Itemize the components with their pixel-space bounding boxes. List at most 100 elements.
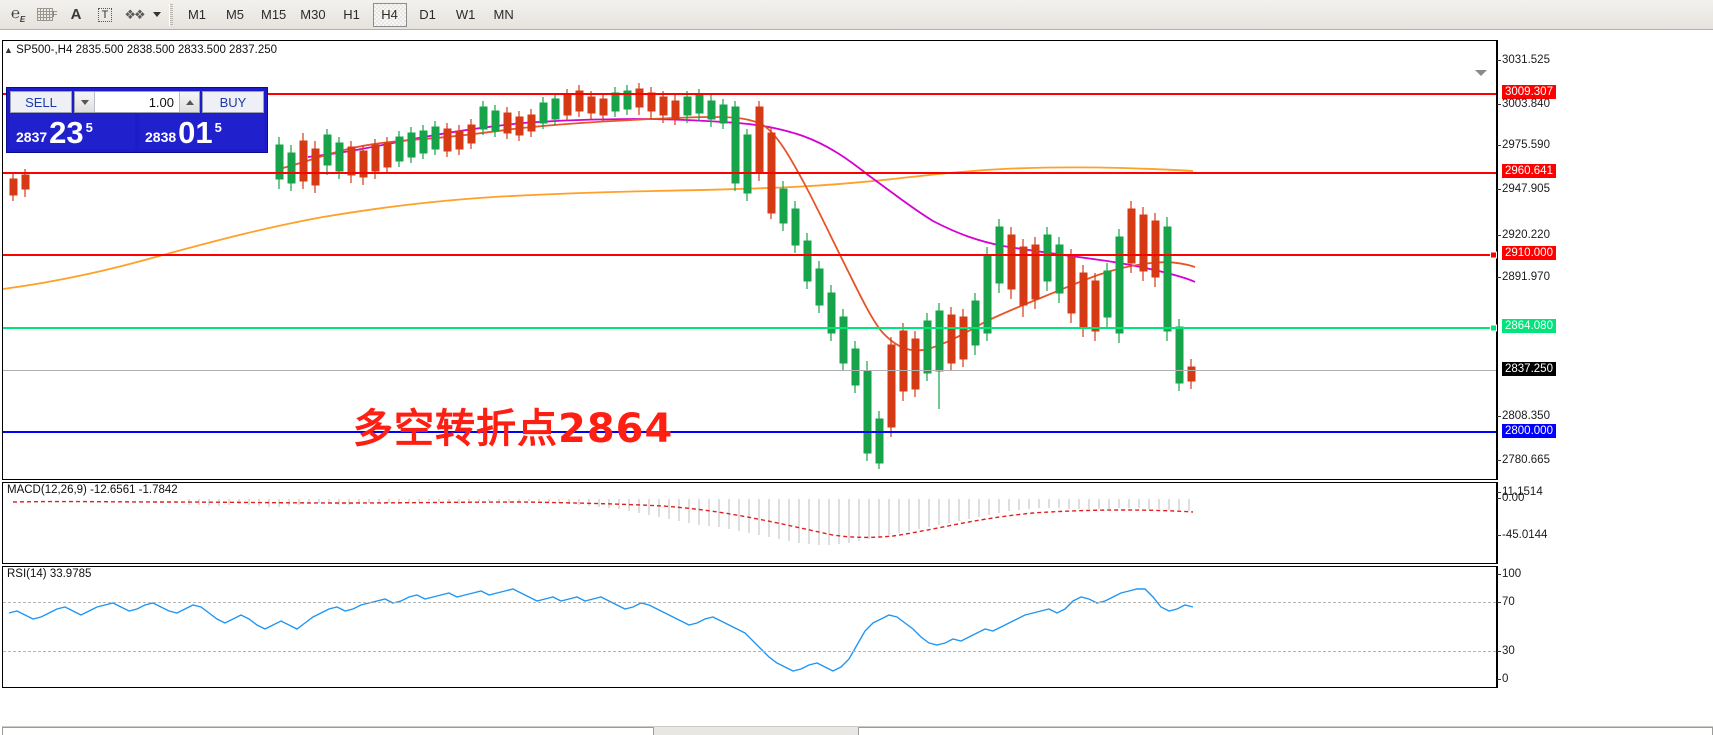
price-tick: 2947.905 [1497,183,1550,195]
price-level-badge[interactable]: 2910.000 [1502,246,1556,260]
scrollbar-thumb-left[interactable] [2,727,654,735]
ask-quote[interactable]: 2838 01 5 [139,114,264,149]
crosshair-glyph: ℮E [10,5,26,24]
rsi-scale: 100 70 30 0 [1496,566,1713,688]
level-line-2864[interactable] [3,324,1497,332]
chart-annotation-text[interactable]: 多空转折点2864 [353,406,674,452]
macd-scale: 11.1514 0.00 -45.0144 [1496,482,1713,564]
text-icon[interactable]: A [62,2,90,28]
timeframe-m5[interactable]: M5 [218,3,252,27]
ask-price-big: 01 [178,115,213,150]
level-line-2910[interactable] [3,251,1497,259]
price-tick: 2975.590 [1497,139,1550,151]
macd-label: MACD(12,26,9) -12.6561 -1.7842 [7,484,178,496]
toolbar-separator [169,3,173,26]
text-box-icon[interactable]: T [91,2,119,28]
candlestick-series [3,83,1196,469]
timeframe-m30[interactable]: M30 [295,3,330,27]
sell-button-label: SELL [25,94,57,110]
price-tick: 3031.525 [1497,54,1550,66]
chart-area[interactable]: ▲ SP500-,H4 2835.500 2838.500 2833.500 2… [0,30,1713,735]
ask-price-integer: 2838 [145,129,177,145]
symbol-ohlc-text: SP500-,H4 2835.500 2838.500 2833.500 283… [16,44,278,56]
rsi-tick: 30 [1497,645,1515,657]
horizontal-scrollbar[interactable] [2,726,1713,735]
sell-button[interactable]: SELL [10,91,72,113]
symbol-header: ▲ SP500-,H4 2835.500 2838.500 2833.500 2… [4,44,277,56]
level-line-2800[interactable] [3,431,1496,433]
timeframe-label: W1 [455,7,476,22]
buy-button[interactable]: BUY [202,91,264,113]
volume-increment-button[interactable] [179,92,199,112]
shapes-glyph: ❖❖ [124,6,145,22]
price-scale[interactable]: 3031.525 3009.307 3003.840 2975.590 2960… [1497,40,1713,480]
price-tick: 2808.350 [1497,410,1550,422]
bid-price-integer: 2837 [16,129,48,145]
volume-input[interactable]: 1.00 [95,92,179,112]
rsi-tick: 0 [1496,673,1509,685]
chart-toolbar: ℮E F A T ❖❖ M1 M5 M15 M30 H1 H4 D1 W1 MN [0,0,1713,30]
timeframe-h1[interactable]: H1 [335,3,369,27]
chevron-down-icon [153,12,161,17]
level-line-2960[interactable] [3,172,1496,174]
shapes-icon[interactable]: ❖❖ [120,2,148,28]
macd-tick: 0.00 [1496,492,1525,504]
pane-collapse-icon[interactable] [1475,70,1487,76]
timeframe-m15[interactable]: M15 [256,3,291,27]
volume-value: 1.00 [148,94,174,110]
macd-histogram [188,499,1190,545]
crosshair-icon[interactable]: ℮E [4,2,32,28]
timeframe-label: MN [493,7,514,22]
timeframe-label: M5 [225,7,245,22]
price-level-badge[interactable]: 2800.000 [1502,424,1556,438]
price-tick: 2891.970 [1497,271,1550,283]
one-click-trading-panel[interactable]: SELL 1.00 BUY [6,87,268,153]
macd-pane[interactable]: MACD(12,26,9) -12.6561 -1.7842 [2,482,1497,564]
timeframe-d1[interactable]: D1 [411,3,445,27]
volume-decrement-button[interactable] [75,92,95,112]
collapse-triangle-icon[interactable]: ▲ [4,45,13,55]
level-handle[interactable] [1490,251,1497,259]
timeframe-label: M30 [300,7,326,22]
text-box-glyph: T [97,7,113,22]
ma-orange-long-line [3,166,1194,290]
timeframe-label: M15 [261,7,287,22]
timeframe-mn[interactable]: MN [487,3,521,27]
rsi-pane[interactable]: RSI(14) 33.9785 [2,566,1497,688]
grid-icon[interactable]: F [33,2,61,28]
level-line-3009[interactable] [3,93,1496,95]
bid-quote[interactable]: 2837 23 5 [10,114,135,149]
rsi-series [8,588,1194,672]
main-price-pane[interactable]: 多空转折点2864 [2,40,1497,480]
bid-price-big: 23 [49,115,84,150]
rsi-overbought-line [3,602,1496,603]
rsi-tick: 70 [1497,596,1515,608]
trade-panel-quotes: 2837 23 5 2838 01 5 [7,114,267,152]
candle-group [9,83,1196,469]
price-tick: 3003.840 [1497,98,1550,110]
trade-panel-controls: SELL 1.00 BUY [7,88,267,114]
price-level-badge[interactable]: 2960.641 [1502,164,1556,178]
macd-tick: -45.0144 [1496,529,1548,541]
scrollbar-thumb-right[interactable] [858,727,1713,735]
timeframe-h4[interactable]: H4 [372,2,407,27]
shapes-dropdown-arrow[interactable] [149,2,163,28]
price-level-badge[interactable]: 3009.307 [1502,85,1556,99]
macd-signal-line [12,500,1194,539]
rsi-oversold-line [3,651,1496,652]
volume-stepper[interactable]: 1.00 [74,91,200,113]
timeframe-w1[interactable]: W1 [449,3,483,27]
current-price-badge: 2837.250 [1502,362,1556,376]
price-tick: 2780.665 [1497,454,1550,466]
price-level-badge[interactable]: 2864.080 [1502,319,1556,333]
chevron-up-icon [185,99,194,105]
grid-glyph [36,8,53,21]
bid-price-fraction: 5 [85,120,93,135]
timeframe-m1[interactable]: M1 [180,3,214,27]
letter-a-glyph: A [70,6,82,23]
level-handle[interactable] [1490,324,1497,332]
timeframe-label: H1 [343,7,360,22]
timeframe-label: D1 [419,7,436,22]
macd-tick: 11.1514 [1497,486,1543,498]
